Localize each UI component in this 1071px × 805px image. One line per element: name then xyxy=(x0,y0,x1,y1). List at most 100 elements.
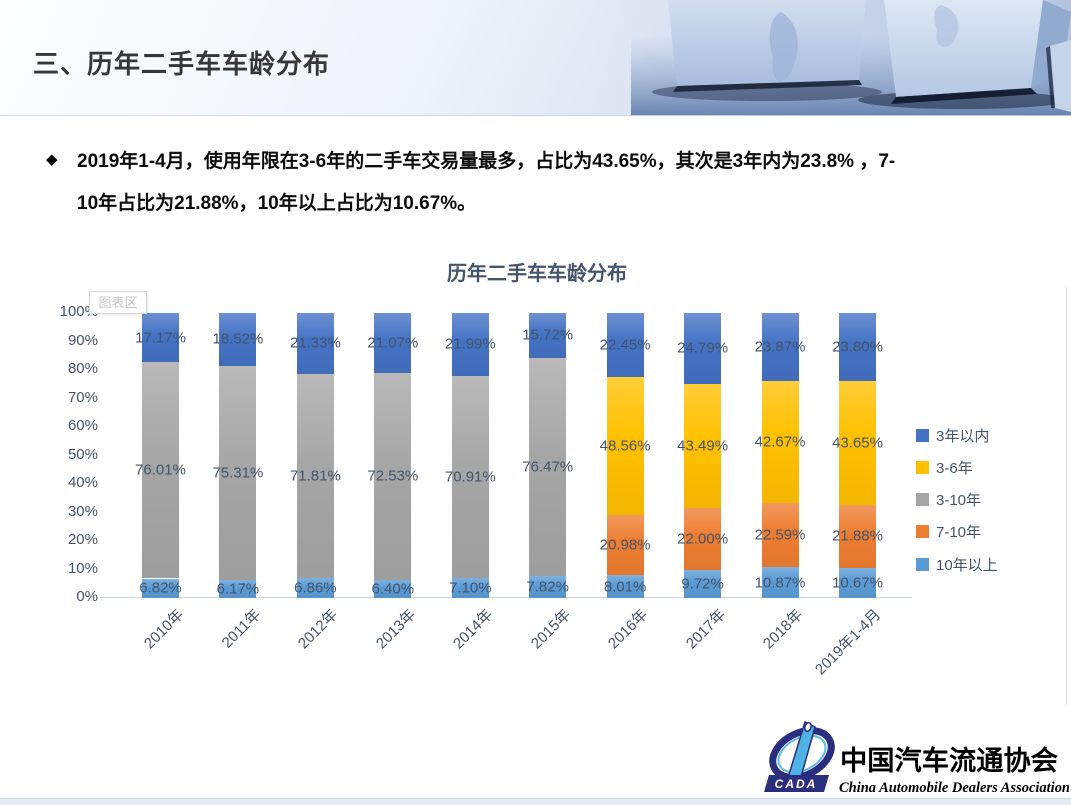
summary-text-line-2: 10年占比为21.88%，10年以上占比为10.67%。 xyxy=(77,193,477,214)
bar-data-label: 21.33% xyxy=(289,334,341,352)
legend-label: 3-10年 xyxy=(936,492,982,510)
diamond-bullet-icon: ◆ xyxy=(46,151,58,168)
page-title: 三、历年二手车车龄分布 xyxy=(33,49,331,79)
bar-segment[interactable] xyxy=(219,313,257,366)
bar-data-label: 24.79% xyxy=(677,339,729,357)
bar-segment[interactable] xyxy=(684,313,722,384)
legend-swatch-icon xyxy=(916,428,929,442)
bar-data-label: 43.65% xyxy=(832,434,883,452)
bar-data-label: 76.01% xyxy=(135,461,186,479)
bar-segment[interactable] xyxy=(142,313,179,362)
bar-data-label: 6.86% xyxy=(294,579,337,597)
bar-data-label: 21.88% xyxy=(832,527,883,545)
bar-segment[interactable] xyxy=(296,373,334,579)
bar-segment[interactable] xyxy=(761,381,799,503)
legend-item[interactable]: 7-10年 xyxy=(916,522,981,542)
bar-segment[interactable] xyxy=(219,580,257,598)
legend-label: 7-10年 xyxy=(936,524,982,542)
bar-segment[interactable] xyxy=(606,515,644,576)
cada-logo: CADA 中国汽车流通协会 China Automobile Dealers A… xyxy=(764,720,1070,796)
cada-acronym: CADA xyxy=(775,777,818,791)
bar-data-label: 7.82% xyxy=(526,578,569,596)
bar-data-label: 6.40% xyxy=(371,580,415,598)
bar-segment[interactable] xyxy=(839,313,876,381)
summary-text: 2019年1-4月，使用年限在3-6年的二手车交易量最多，占比为43.65%，其… xyxy=(77,141,1057,225)
bar-data-label: 71.81% xyxy=(289,467,341,485)
bar-data-label: 75.31% xyxy=(212,464,264,482)
bar-segment[interactable] xyxy=(606,575,644,598)
bar-data-label: 22.45% xyxy=(599,336,651,354)
bar-segment[interactable] xyxy=(296,578,334,598)
header-decoration-cubes-image xyxy=(591,0,1071,115)
chart-area-tooltip: 图表区 xyxy=(89,291,147,314)
bottom-strip xyxy=(0,798,1071,805)
bar-data-label: 10.87% xyxy=(754,574,806,591)
y-axis-tick-label: 10% xyxy=(67,559,98,577)
bar-segment[interactable] xyxy=(142,361,179,579)
bar-segment[interactable] xyxy=(529,313,567,358)
bar-segment[interactable] xyxy=(529,357,567,576)
legend-item[interactable]: 10年以上 xyxy=(916,554,998,574)
org-name-en: China Automobile Dealers Association xyxy=(839,780,1070,796)
bar-data-label: 6.82% xyxy=(139,579,182,597)
legend-swatch-icon xyxy=(916,557,929,571)
bar-segment[interactable] xyxy=(606,377,644,516)
y-axis-tick-label: 0% xyxy=(76,588,98,605)
bar-segment[interactable] xyxy=(374,373,412,580)
legend-label: 3年以内 xyxy=(936,427,990,445)
y-axis-tick-label: 100% xyxy=(59,303,98,320)
bar-segment[interactable] xyxy=(684,383,722,508)
bar-data-label: 17.17% xyxy=(135,329,186,346)
bar-data-label: 42.67% xyxy=(754,433,806,451)
legend-swatch-icon xyxy=(916,460,929,474)
bar-segment[interactable] xyxy=(451,375,489,578)
bar-segment[interactable] xyxy=(606,313,644,377)
bar-data-label: 23.80% xyxy=(832,338,883,356)
bar-segment[interactable] xyxy=(374,313,412,373)
bar-data-label: 18.52% xyxy=(212,330,264,348)
bar-data-label: 21.99% xyxy=(444,335,496,353)
bar-segment[interactable] xyxy=(684,570,722,598)
bar-segment[interactable] xyxy=(839,380,876,506)
legend-label: 3-6年 xyxy=(936,459,973,477)
chart-title: 历年二手车车龄分布 xyxy=(447,263,627,285)
bar-data-label: 23.87% xyxy=(754,338,806,356)
cada-logo-mark: CADA xyxy=(764,720,835,792)
bar-segment[interactable] xyxy=(142,578,179,598)
bar-segment[interactable] xyxy=(761,502,799,567)
bar-data-label: 20.98% xyxy=(599,536,651,554)
y-axis-tick-label: 80% xyxy=(67,360,98,377)
bar-segment[interactable] xyxy=(684,507,722,571)
bar-data-label: 72.53% xyxy=(367,467,419,485)
legend-item[interactable]: 3-10年 xyxy=(916,490,981,510)
bar-data-label: 8.01% xyxy=(603,578,647,596)
x-axis-line xyxy=(100,597,912,598)
legend-label: 10年以上 xyxy=(936,556,998,574)
bar-data-label: 9.72% xyxy=(681,575,724,593)
y-axis-tick-label: 90% xyxy=(67,331,98,349)
bar-segment[interactable] xyxy=(451,313,489,376)
bar-segment[interactable] xyxy=(374,579,412,598)
bar-data-label: 7.10% xyxy=(449,579,492,597)
legend-item[interactable]: 3-6年 xyxy=(916,457,973,477)
bar-segment[interactable] xyxy=(296,313,334,374)
legend-swatch-icon xyxy=(916,525,929,539)
bar-data-label: 10.67% xyxy=(832,574,883,592)
org-name-cn: 中国汽车流通协会 xyxy=(840,745,1058,776)
bar-segment[interactable] xyxy=(451,577,489,598)
y-axis-tick-label: 60% xyxy=(67,417,98,434)
bar-segment[interactable] xyxy=(529,575,567,598)
bar-data-label: 48.56% xyxy=(599,437,651,455)
legend-item[interactable]: 3年以内 xyxy=(916,425,989,445)
bar-data-label: 43.49% xyxy=(677,437,729,455)
bar-segment[interactable] xyxy=(219,365,257,581)
bar-data-label: 22.59% xyxy=(754,526,806,544)
bar-segment[interactable] xyxy=(839,505,876,568)
summary-text-line-1: 2019年1-4月，使用年限在3-6年的二手车交易量最多，占比为43.65%，其… xyxy=(77,151,896,172)
bar-segment[interactable] xyxy=(761,313,799,381)
bar-segment[interactable] xyxy=(839,567,876,598)
bar-data-label: 21.07% xyxy=(367,334,419,352)
bar-segment[interactable] xyxy=(761,567,799,598)
